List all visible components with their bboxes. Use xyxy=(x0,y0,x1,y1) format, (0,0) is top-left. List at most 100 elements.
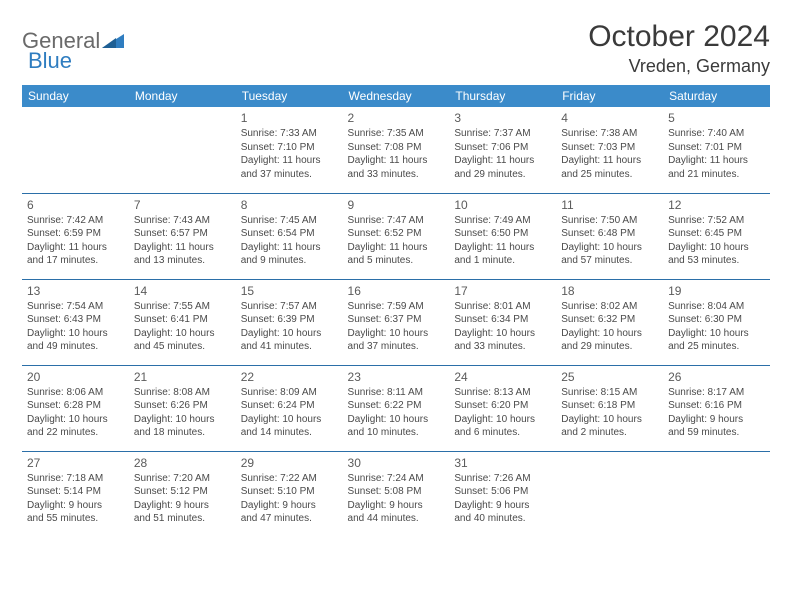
weekday-header: Monday xyxy=(129,85,236,107)
day-number: 8 xyxy=(241,197,338,213)
day-number: 15 xyxy=(241,283,338,299)
daylight-text: Daylight: 10 hours xyxy=(561,327,658,341)
daylight-text: and 37 minutes. xyxy=(348,340,445,354)
sunrise-text: Sunrise: 7:49 AM xyxy=(454,214,551,228)
sunset-text: Sunset: 6:45 PM xyxy=(668,227,765,241)
daylight-text: and 14 minutes. xyxy=(241,426,338,440)
sunset-text: Sunset: 6:26 PM xyxy=(134,399,231,413)
sunset-text: Sunset: 6:41 PM xyxy=(134,313,231,327)
daylight-text: Daylight: 10 hours xyxy=(241,413,338,427)
day-number: 17 xyxy=(454,283,551,299)
title-block: October 2024 Vreden, Germany xyxy=(588,20,770,77)
calendar-empty-cell xyxy=(663,451,770,537)
calendar-day-cell: 17Sunrise: 8:01 AMSunset: 6:34 PMDayligh… xyxy=(449,279,556,365)
day-number: 18 xyxy=(561,283,658,299)
calendar-day-cell: 15Sunrise: 7:57 AMSunset: 6:39 PMDayligh… xyxy=(236,279,343,365)
calendar-day-cell: 23Sunrise: 8:11 AMSunset: 6:22 PMDayligh… xyxy=(343,365,450,451)
sunrise-text: Sunrise: 8:15 AM xyxy=(561,386,658,400)
day-number: 3 xyxy=(454,110,551,126)
daylight-text: and 22 minutes. xyxy=(27,426,124,440)
logo-triangle-icon xyxy=(102,32,124,50)
weekday-header: Thursday xyxy=(449,85,556,107)
calendar-day-cell: 2Sunrise: 7:35 AMSunset: 7:08 PMDaylight… xyxy=(343,107,450,193)
day-number: 2 xyxy=(348,110,445,126)
calendar-day-cell: 22Sunrise: 8:09 AMSunset: 6:24 PMDayligh… xyxy=(236,365,343,451)
daylight-text: Daylight: 10 hours xyxy=(561,241,658,255)
calendar-day-cell: 8Sunrise: 7:45 AMSunset: 6:54 PMDaylight… xyxy=(236,193,343,279)
sunset-text: Sunset: 6:48 PM xyxy=(561,227,658,241)
calendar-day-cell: 11Sunrise: 7:50 AMSunset: 6:48 PMDayligh… xyxy=(556,193,663,279)
sunset-text: Sunset: 7:10 PM xyxy=(241,141,338,155)
daylight-text: Daylight: 10 hours xyxy=(668,327,765,341)
location-label: Vreden, Germany xyxy=(588,56,770,77)
daylight-text: and 45 minutes. xyxy=(134,340,231,354)
sunrise-text: Sunrise: 7:20 AM xyxy=(134,472,231,486)
day-number: 5 xyxy=(668,110,765,126)
daylight-text: Daylight: 10 hours xyxy=(134,413,231,427)
day-number: 26 xyxy=(668,369,765,385)
daylight-text: and 44 minutes. xyxy=(348,512,445,526)
day-number: 20 xyxy=(27,369,124,385)
sunrise-text: Sunrise: 7:43 AM xyxy=(134,214,231,228)
calendar-day-cell: 24Sunrise: 8:13 AMSunset: 6:20 PMDayligh… xyxy=(449,365,556,451)
sunset-text: Sunset: 7:08 PM xyxy=(348,141,445,155)
sunrise-text: Sunrise: 8:08 AM xyxy=(134,386,231,400)
daylight-text: Daylight: 11 hours xyxy=(348,241,445,255)
daylight-text: and 41 minutes. xyxy=(241,340,338,354)
sunrise-text: Sunrise: 7:26 AM xyxy=(454,472,551,486)
day-number: 30 xyxy=(348,455,445,471)
daylight-text: and 47 minutes. xyxy=(241,512,338,526)
calendar-day-cell: 14Sunrise: 7:55 AMSunset: 6:41 PMDayligh… xyxy=(129,279,236,365)
weekday-header: Sunday xyxy=(22,85,129,107)
daylight-text: and 53 minutes. xyxy=(668,254,765,268)
daylight-text: Daylight: 11 hours xyxy=(668,154,765,168)
day-number: 1 xyxy=(241,110,338,126)
sunrise-text: Sunrise: 8:04 AM xyxy=(668,300,765,314)
sunrise-text: Sunrise: 7:45 AM xyxy=(241,214,338,228)
calendar-empty-cell xyxy=(129,107,236,193)
sunrise-text: Sunrise: 7:57 AM xyxy=(241,300,338,314)
daylight-text: and 25 minutes. xyxy=(668,340,765,354)
day-number: 19 xyxy=(668,283,765,299)
daylight-text: and 33 minutes. xyxy=(348,168,445,182)
day-number: 4 xyxy=(561,110,658,126)
day-number: 10 xyxy=(454,197,551,213)
weekday-header-row: Sunday Monday Tuesday Wednesday Thursday… xyxy=(22,85,770,107)
sunset-text: Sunset: 5:10 PM xyxy=(241,485,338,499)
daylight-text: Daylight: 9 hours xyxy=(348,499,445,513)
sunset-text: Sunset: 7:03 PM xyxy=(561,141,658,155)
sunrise-text: Sunrise: 8:02 AM xyxy=(561,300,658,314)
daylight-text: and 17 minutes. xyxy=(27,254,124,268)
daylight-text: Daylight: 9 hours xyxy=(27,499,124,513)
calendar-day-cell: 16Sunrise: 7:59 AMSunset: 6:37 PMDayligh… xyxy=(343,279,450,365)
day-number: 7 xyxy=(134,197,231,213)
sunset-text: Sunset: 6:43 PM xyxy=(27,313,124,327)
calendar-day-cell: 13Sunrise: 7:54 AMSunset: 6:43 PMDayligh… xyxy=(22,279,129,365)
daylight-text: and 33 minutes. xyxy=(454,340,551,354)
day-number: 31 xyxy=(454,455,551,471)
day-number: 24 xyxy=(454,369,551,385)
sunset-text: Sunset: 6:22 PM xyxy=(348,399,445,413)
day-number: 22 xyxy=(241,369,338,385)
sunset-text: Sunset: 6:20 PM xyxy=(454,399,551,413)
daylight-text: Daylight: 11 hours xyxy=(454,241,551,255)
daylight-text: Daylight: 10 hours xyxy=(348,413,445,427)
calendar-empty-cell xyxy=(556,451,663,537)
day-number: 9 xyxy=(348,197,445,213)
sunset-text: Sunset: 6:32 PM xyxy=(561,313,658,327)
sunset-text: Sunset: 5:12 PM xyxy=(134,485,231,499)
daylight-text: Daylight: 11 hours xyxy=(134,241,231,255)
daylight-text: Daylight: 11 hours xyxy=(561,154,658,168)
calendar-table: Sunday Monday Tuesday Wednesday Thursday… xyxy=(22,85,770,537)
calendar-week-row: 20Sunrise: 8:06 AMSunset: 6:28 PMDayligh… xyxy=(22,365,770,451)
calendar-page: General October 2024 Vreden, Germany Blu… xyxy=(0,0,792,547)
daylight-text: and 29 minutes. xyxy=(454,168,551,182)
calendar-week-row: 6Sunrise: 7:42 AMSunset: 6:59 PMDaylight… xyxy=(22,193,770,279)
sunset-text: Sunset: 6:34 PM xyxy=(454,313,551,327)
daylight-text: and 59 minutes. xyxy=(668,426,765,440)
calendar-day-cell: 20Sunrise: 8:06 AMSunset: 6:28 PMDayligh… xyxy=(22,365,129,451)
daylight-text: and 6 minutes. xyxy=(454,426,551,440)
sunrise-text: Sunrise: 7:18 AM xyxy=(27,472,124,486)
sunrise-text: Sunrise: 7:24 AM xyxy=(348,472,445,486)
day-number: 16 xyxy=(348,283,445,299)
